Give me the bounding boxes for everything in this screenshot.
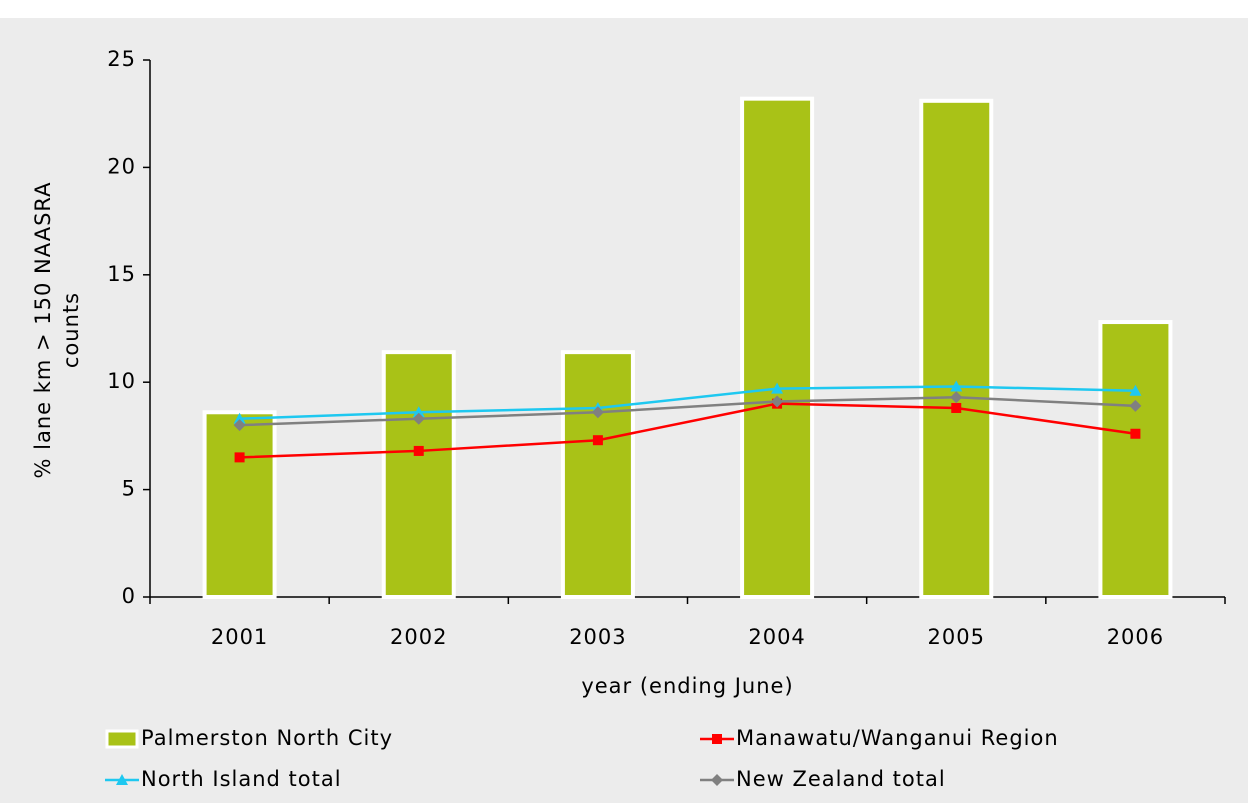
marker	[771, 395, 784, 408]
x-tick-label: 2002	[390, 625, 447, 649]
bar	[381, 350, 456, 599]
bar	[560, 350, 635, 599]
y-tick-label: 5	[122, 477, 136, 501]
marker	[592, 435, 603, 446]
marker	[950, 391, 963, 404]
marker	[591, 406, 604, 419]
marker	[116, 774, 128, 785]
bar	[1098, 320, 1173, 599]
y-tick-label: 20	[107, 154, 136, 178]
line	[239, 402, 1136, 459]
marker	[771, 382, 784, 394]
y-tick-label: 15	[107, 262, 136, 286]
bar	[740, 96, 815, 599]
marker	[1129, 384, 1142, 396]
x-tick-label: 2003	[569, 625, 626, 649]
x-tick-label: 2004	[748, 625, 805, 649]
legend-swatch	[105, 729, 139, 749]
marker	[234, 452, 245, 463]
marker	[233, 419, 246, 432]
x-tick-label: 2005	[928, 625, 985, 649]
legend-label: Manawatu/Wanganui Region	[736, 726, 1059, 750]
y-axis-title: counts	[59, 292, 83, 368]
y-tick-label: 25	[107, 47, 136, 71]
marker	[413, 445, 424, 456]
x-tick-label: 2001	[211, 625, 268, 649]
marker	[1130, 428, 1141, 439]
legend-label: Palmerston North City	[141, 726, 393, 750]
bar	[919, 98, 994, 599]
y-tick-label: 0	[122, 584, 136, 608]
legend-label: North Island total	[141, 767, 342, 791]
line	[239, 395, 1136, 427]
y-tick-label: 10	[107, 369, 136, 393]
bar	[202, 410, 277, 599]
marker	[951, 402, 962, 413]
marker	[412, 406, 425, 418]
marker	[412, 412, 425, 425]
x-axis-title: year (ending June)	[581, 674, 793, 698]
marker	[1129, 399, 1142, 412]
marker	[711, 774, 723, 786]
legend-label: New Zealand total	[736, 767, 946, 791]
marker	[712, 734, 722, 744]
marker	[233, 412, 246, 424]
y-axis-title: % lane km > 150 NAASRA	[31, 181, 55, 478]
marker	[950, 380, 963, 392]
x-tick-label: 2006	[1107, 625, 1164, 649]
line	[239, 385, 1136, 420]
